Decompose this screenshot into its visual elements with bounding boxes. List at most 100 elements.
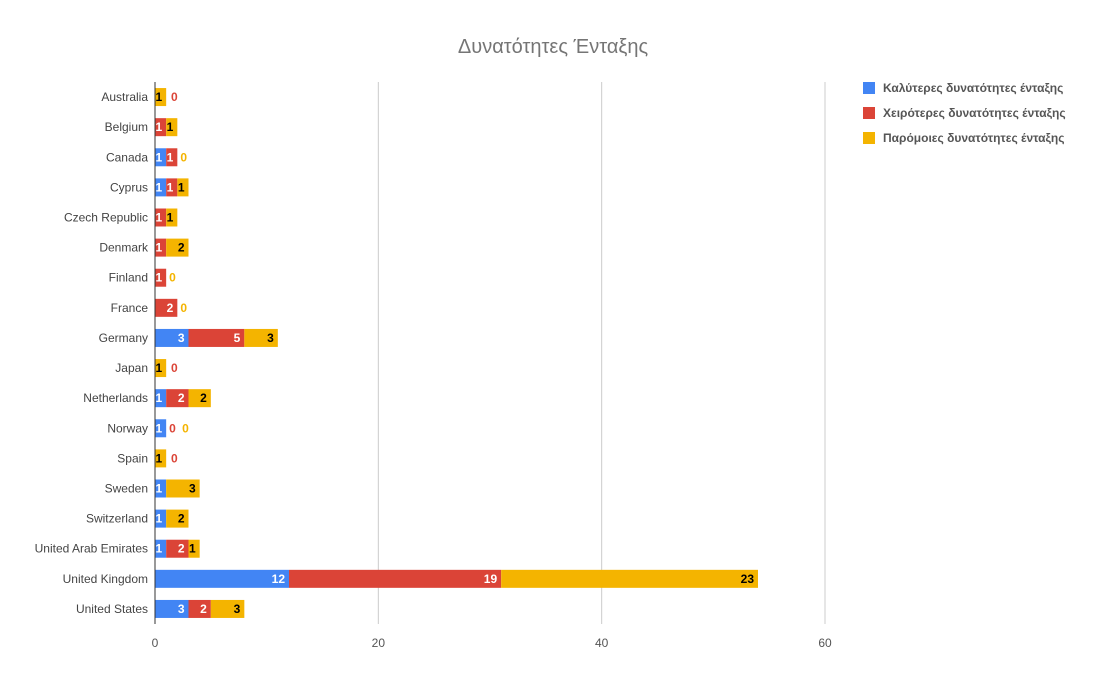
bar-segment — [155, 328, 189, 347]
category-label: Czech Republic — [64, 211, 148, 225]
data-label: 1 — [178, 180, 185, 194]
category-label: Switzerland — [86, 512, 148, 526]
bar-segment — [166, 148, 178, 167]
data-label: 3 — [267, 331, 274, 345]
data-label: 1 — [155, 361, 162, 375]
x-tick-label: 40 — [595, 636, 609, 650]
bar-segment — [155, 268, 167, 287]
bar-segment — [155, 298, 178, 317]
bar-segment — [155, 208, 167, 227]
category-label: France — [111, 301, 149, 315]
data-label: 2 — [167, 301, 174, 315]
bars: 0010111101110110120100203530011221000011… — [155, 88, 758, 618]
category-label: Australia — [101, 90, 148, 104]
x-tick-label: 20 — [372, 636, 386, 650]
bar-segment — [188, 389, 211, 408]
category-label: Japan — [115, 361, 148, 375]
data-label: 3 — [178, 331, 185, 345]
legend-swatch — [863, 107, 875, 119]
category-label: Germany — [99, 331, 148, 345]
data-label: 0 — [171, 361, 178, 375]
category-label: Finland — [109, 271, 148, 285]
data-label: 1 — [155, 421, 162, 435]
bar-segment — [155, 599, 189, 618]
data-label: 1 — [155, 391, 162, 405]
data-label: 1 — [155, 150, 162, 164]
data-label: 0 — [171, 451, 178, 465]
data-label: 0 — [182, 421, 189, 435]
bar-segment — [155, 479, 167, 498]
bar-segment — [155, 509, 167, 528]
bar-segment — [155, 449, 167, 468]
bar-segment — [155, 569, 289, 588]
data-label: 1 — [155, 180, 162, 194]
data-label: 1 — [155, 482, 162, 496]
chart-title: Δυνατότητες Ένταξης — [458, 36, 649, 58]
legend-swatch — [863, 82, 875, 94]
bar-segment — [155, 539, 167, 558]
data-label: 2 — [178, 542, 185, 556]
data-label: 1 — [155, 90, 162, 104]
data-label: 0 — [180, 301, 187, 315]
data-label: 0 — [169, 421, 176, 435]
category-label: Canada — [106, 150, 148, 164]
bar-segment — [210, 599, 245, 618]
legend-label: Χειρότερες δυνατότητες ένταξης — [883, 106, 1066, 120]
bar-segment — [166, 238, 189, 257]
data-label: 1 — [155, 120, 162, 134]
x-tick-label: 0 — [152, 636, 159, 650]
data-label: 1 — [189, 542, 196, 556]
data-label: 1 — [167, 150, 174, 164]
data-label: 1 — [155, 211, 162, 225]
data-label: 19 — [484, 572, 498, 586]
category-label: United Kingdom — [63, 572, 148, 586]
category-label: United Arab Emirates — [35, 542, 148, 556]
bar-segment — [166, 178, 178, 197]
bar-segment — [155, 88, 167, 107]
bar-segment — [155, 238, 167, 257]
data-label: 2 — [178, 241, 185, 255]
data-label: 12 — [272, 572, 286, 586]
bar-segment — [177, 178, 189, 197]
bar-segment — [501, 569, 758, 588]
bar-segment — [155, 148, 167, 167]
gridlines — [377, 82, 826, 624]
data-label: 1 — [155, 542, 162, 556]
bar-segment — [166, 539, 189, 558]
data-label: 1 — [155, 241, 162, 255]
data-label: 2 — [178, 391, 185, 405]
data-label: 3 — [178, 602, 185, 616]
category-label: Sweden — [105, 482, 148, 496]
data-label: 0 — [171, 90, 178, 104]
data-label: 2 — [200, 602, 207, 616]
data-label: 1 — [155, 451, 162, 465]
category-label: Netherlands — [83, 391, 148, 405]
data-label: 23 — [741, 572, 755, 586]
data-label: 2 — [200, 391, 207, 405]
legend-label: Καλύτερες δυνατότητες ένταξης — [883, 81, 1063, 95]
category-label: Belgium — [105, 120, 148, 134]
legend-label: Παρόμοιες δυνατότητες ένταξης — [883, 131, 1064, 145]
data-label: 0 — [180, 150, 187, 164]
legend-swatch — [863, 132, 875, 144]
bar-segment — [166, 479, 200, 498]
data-label: 1 — [167, 180, 174, 194]
bar-segment — [188, 328, 245, 347]
data-label: 1 — [155, 512, 162, 526]
bar-segment — [166, 509, 189, 528]
bar-segment — [244, 328, 278, 347]
data-label: 5 — [234, 331, 241, 345]
bar-segment — [166, 118, 178, 137]
category-label: Cyprus — [110, 180, 148, 194]
category-label: Denmark — [99, 241, 149, 255]
x-tick-label: 60 — [818, 636, 832, 650]
bar-segment — [188, 599, 211, 618]
category-label: United States — [76, 602, 148, 616]
bar-segment — [166, 389, 189, 408]
axes: 0 20 40 60AustraliaBelgiumCanadaCyprusCzech… — [35, 82, 832, 650]
category-label: Spain — [117, 451, 148, 465]
bar-segment — [155, 118, 167, 137]
bar-segment — [155, 389, 167, 408]
